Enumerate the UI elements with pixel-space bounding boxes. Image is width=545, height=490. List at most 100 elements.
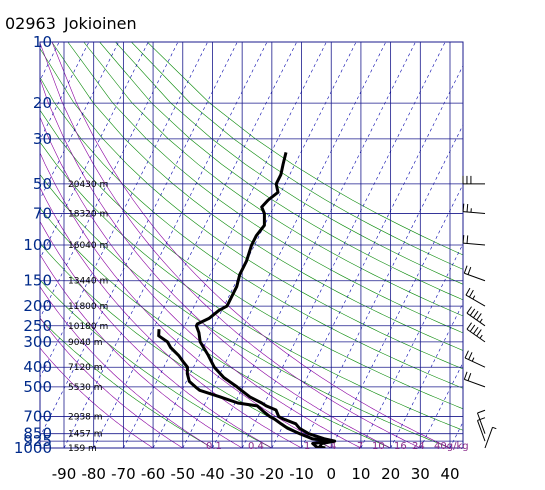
wind-barb-flag [492,426,497,430]
wind-barb-flag [467,266,472,275]
temperature-tick-label: 0 [326,465,336,483]
pressure-tick-label: 30 [33,130,52,148]
wind-barb-flag [468,289,474,298]
temperature-tick-label: -40 [200,465,225,483]
temperature-tick-label: -50 [171,465,196,483]
pressure-tick-label: 50 [33,175,52,193]
isotherm-line [40,42,208,378]
height-label: 1457 m [68,430,103,440]
temperature-tick-label: -70 [111,465,136,483]
wind-barb [465,287,486,307]
temperature-tick-label: -10 [289,465,314,483]
wind-barb-flag [473,310,479,318]
height-label: 11800 m [68,302,108,312]
temperature-tick-label: 40 [440,465,459,483]
pressure-tick-label: 925 [23,432,52,450]
wind-barb-flag [471,357,475,362]
isotherm-line [40,42,149,260]
height-label: 13440 m [68,277,108,287]
wind-barb-flag [466,322,472,330]
isotherm-line [182,42,387,448]
wind-barb-staff [464,378,486,388]
wind-barb-flag [473,326,479,335]
height-label: 16040 m [68,241,108,251]
pressure-tick-label: 20 [33,94,52,112]
temperature-tick-label: -60 [141,465,166,483]
isotherm-line [40,42,90,141]
wind-barb [477,417,486,442]
temperature-tick-label: 20 [381,465,400,483]
wind-barb-flag [463,265,468,274]
wind-barb [463,265,486,282]
temperature-tick-label: -30 [230,465,255,483]
station-id: 02963 [5,14,56,33]
moist-adiabat-line [40,253,243,448]
wind-barb-flag [479,334,483,339]
wind-barbs [462,175,497,449]
dry-adiabat-line [40,318,214,448]
pressure-tick-label: 100 [23,236,52,254]
wind-barb-flag [467,373,472,381]
pressure-tick-label: 300 [23,333,52,351]
plot-frame [39,41,464,449]
temperature-tick-label: 30 [411,465,430,483]
wind-barb [484,426,497,449]
dry-adiabat-line [67,42,463,334]
height-label: 5530 m [68,383,103,393]
isotherm-line [123,42,327,448]
dewpoint-profile-line [157,329,334,448]
wind-barb-flag [469,308,476,316]
temperature-tick-label: -90 [52,465,77,483]
dry-adiabat-line [40,173,451,448]
mixing-ratio-label: 1 [304,441,310,452]
dry-adiabat-line [40,76,463,389]
temperature-tick-label: 10 [351,465,370,483]
wind-barb-flag [466,203,469,213]
pressure-tick-label: 1000 [14,439,52,457]
mixing-ratio-label: 24 [412,441,425,452]
dry-adiabat-line [40,109,463,410]
wind-barb-flag [477,409,486,414]
pressure-tick-label: 70 [33,205,52,223]
height-label: 9040 m [68,338,103,348]
temperature-tick-label: -80 [81,465,106,483]
temperature-tick-label: -20 [260,465,285,483]
isotherm-line [63,42,268,448]
isotherm-line [271,65,463,448]
wind-barb-flag [479,318,483,323]
wind-barb-flag [469,324,476,332]
wind-barb-flag [465,287,471,296]
dry-adiabat-lines [40,42,463,448]
dry-adiabat-line [40,279,273,448]
isotherm-line [212,42,416,448]
wind-barb-flag [476,313,482,321]
moist-adiabat-line [40,77,392,448]
moist-adiabat-line [40,220,273,448]
pressure-tick-label: 850 [23,425,52,443]
mixing-ratio-label: 10 [372,441,385,452]
wind-barb-staff [465,294,486,307]
wind-barb-flag [466,306,472,314]
height-labels: 20430 m 18320 m 16040 m 13440 m 11800 m 10180… [68,180,108,454]
moist-adiabat-line [40,116,362,448]
wind-barb [466,306,486,327]
dry-adiabat-line [40,141,463,431]
mixing-ratio-label: 7 [357,441,363,452]
pressure-tick-label: 400 [23,358,52,376]
height-label: 10180 m [68,322,108,332]
pressure-tick-label: 200 [23,297,52,315]
wind-barb-flag [477,417,486,421]
isotherm-line [93,42,297,448]
wind-barb [477,409,486,434]
pressure-tick-label: 500 [23,378,52,396]
wind-barb [462,175,485,185]
moist-adiabat-line [40,347,154,448]
pressure-tick-label: 150 [23,272,52,290]
wind-barb [466,322,486,343]
isotherm-lines [40,42,463,448]
isotherm-line [241,42,446,448]
height-label: 20430 m [68,180,108,190]
height-label: 18320 m [68,210,108,220]
dry-adiabat-line [40,207,392,448]
